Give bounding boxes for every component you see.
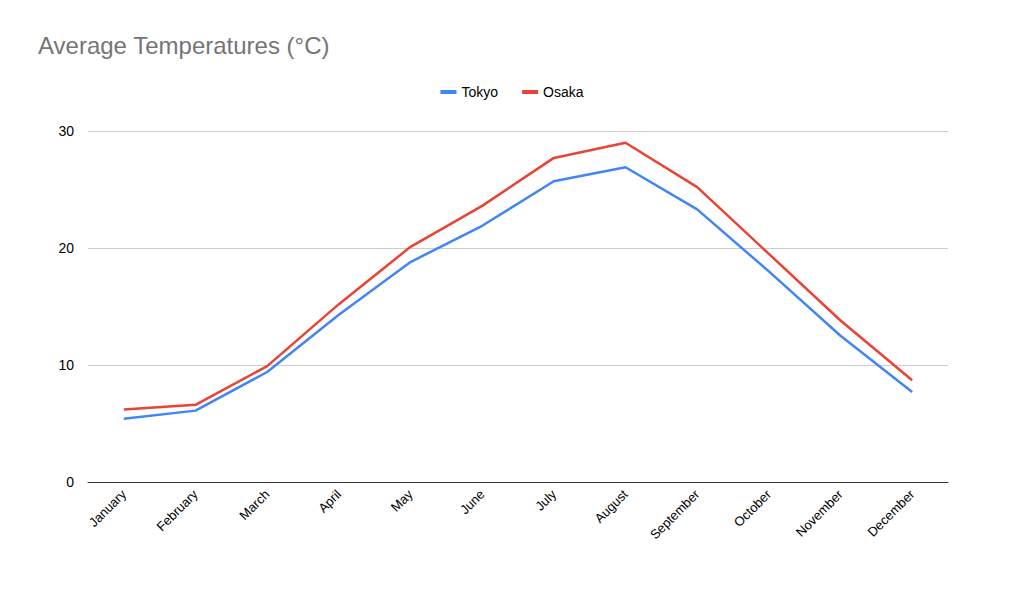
- svg-text:October: October: [731, 486, 775, 530]
- svg-text:December: December: [865, 486, 918, 539]
- svg-text:10: 10: [58, 357, 74, 373]
- svg-text:20: 20: [58, 240, 74, 256]
- svg-text:August: August: [592, 486, 631, 525]
- svg-text:Osaka: Osaka: [543, 84, 584, 100]
- svg-text:30: 30: [58, 123, 74, 139]
- svg-text:March: March: [236, 487, 272, 523]
- svg-text:April: April: [315, 487, 344, 516]
- svg-text:June: June: [457, 487, 488, 518]
- svg-text:November: November: [793, 486, 846, 539]
- svg-text:February: February: [153, 486, 201, 534]
- svg-text:Tokyo: Tokyo: [461, 84, 498, 100]
- svg-text:January: January: [86, 486, 130, 530]
- svg-text:May: May: [388, 486, 416, 514]
- svg-text:0: 0: [66, 474, 74, 490]
- svg-text:July: July: [532, 486, 559, 513]
- svg-text:Average Temperatures (°C): Average Temperatures (°C): [38, 32, 330, 59]
- svg-text:September: September: [647, 486, 703, 542]
